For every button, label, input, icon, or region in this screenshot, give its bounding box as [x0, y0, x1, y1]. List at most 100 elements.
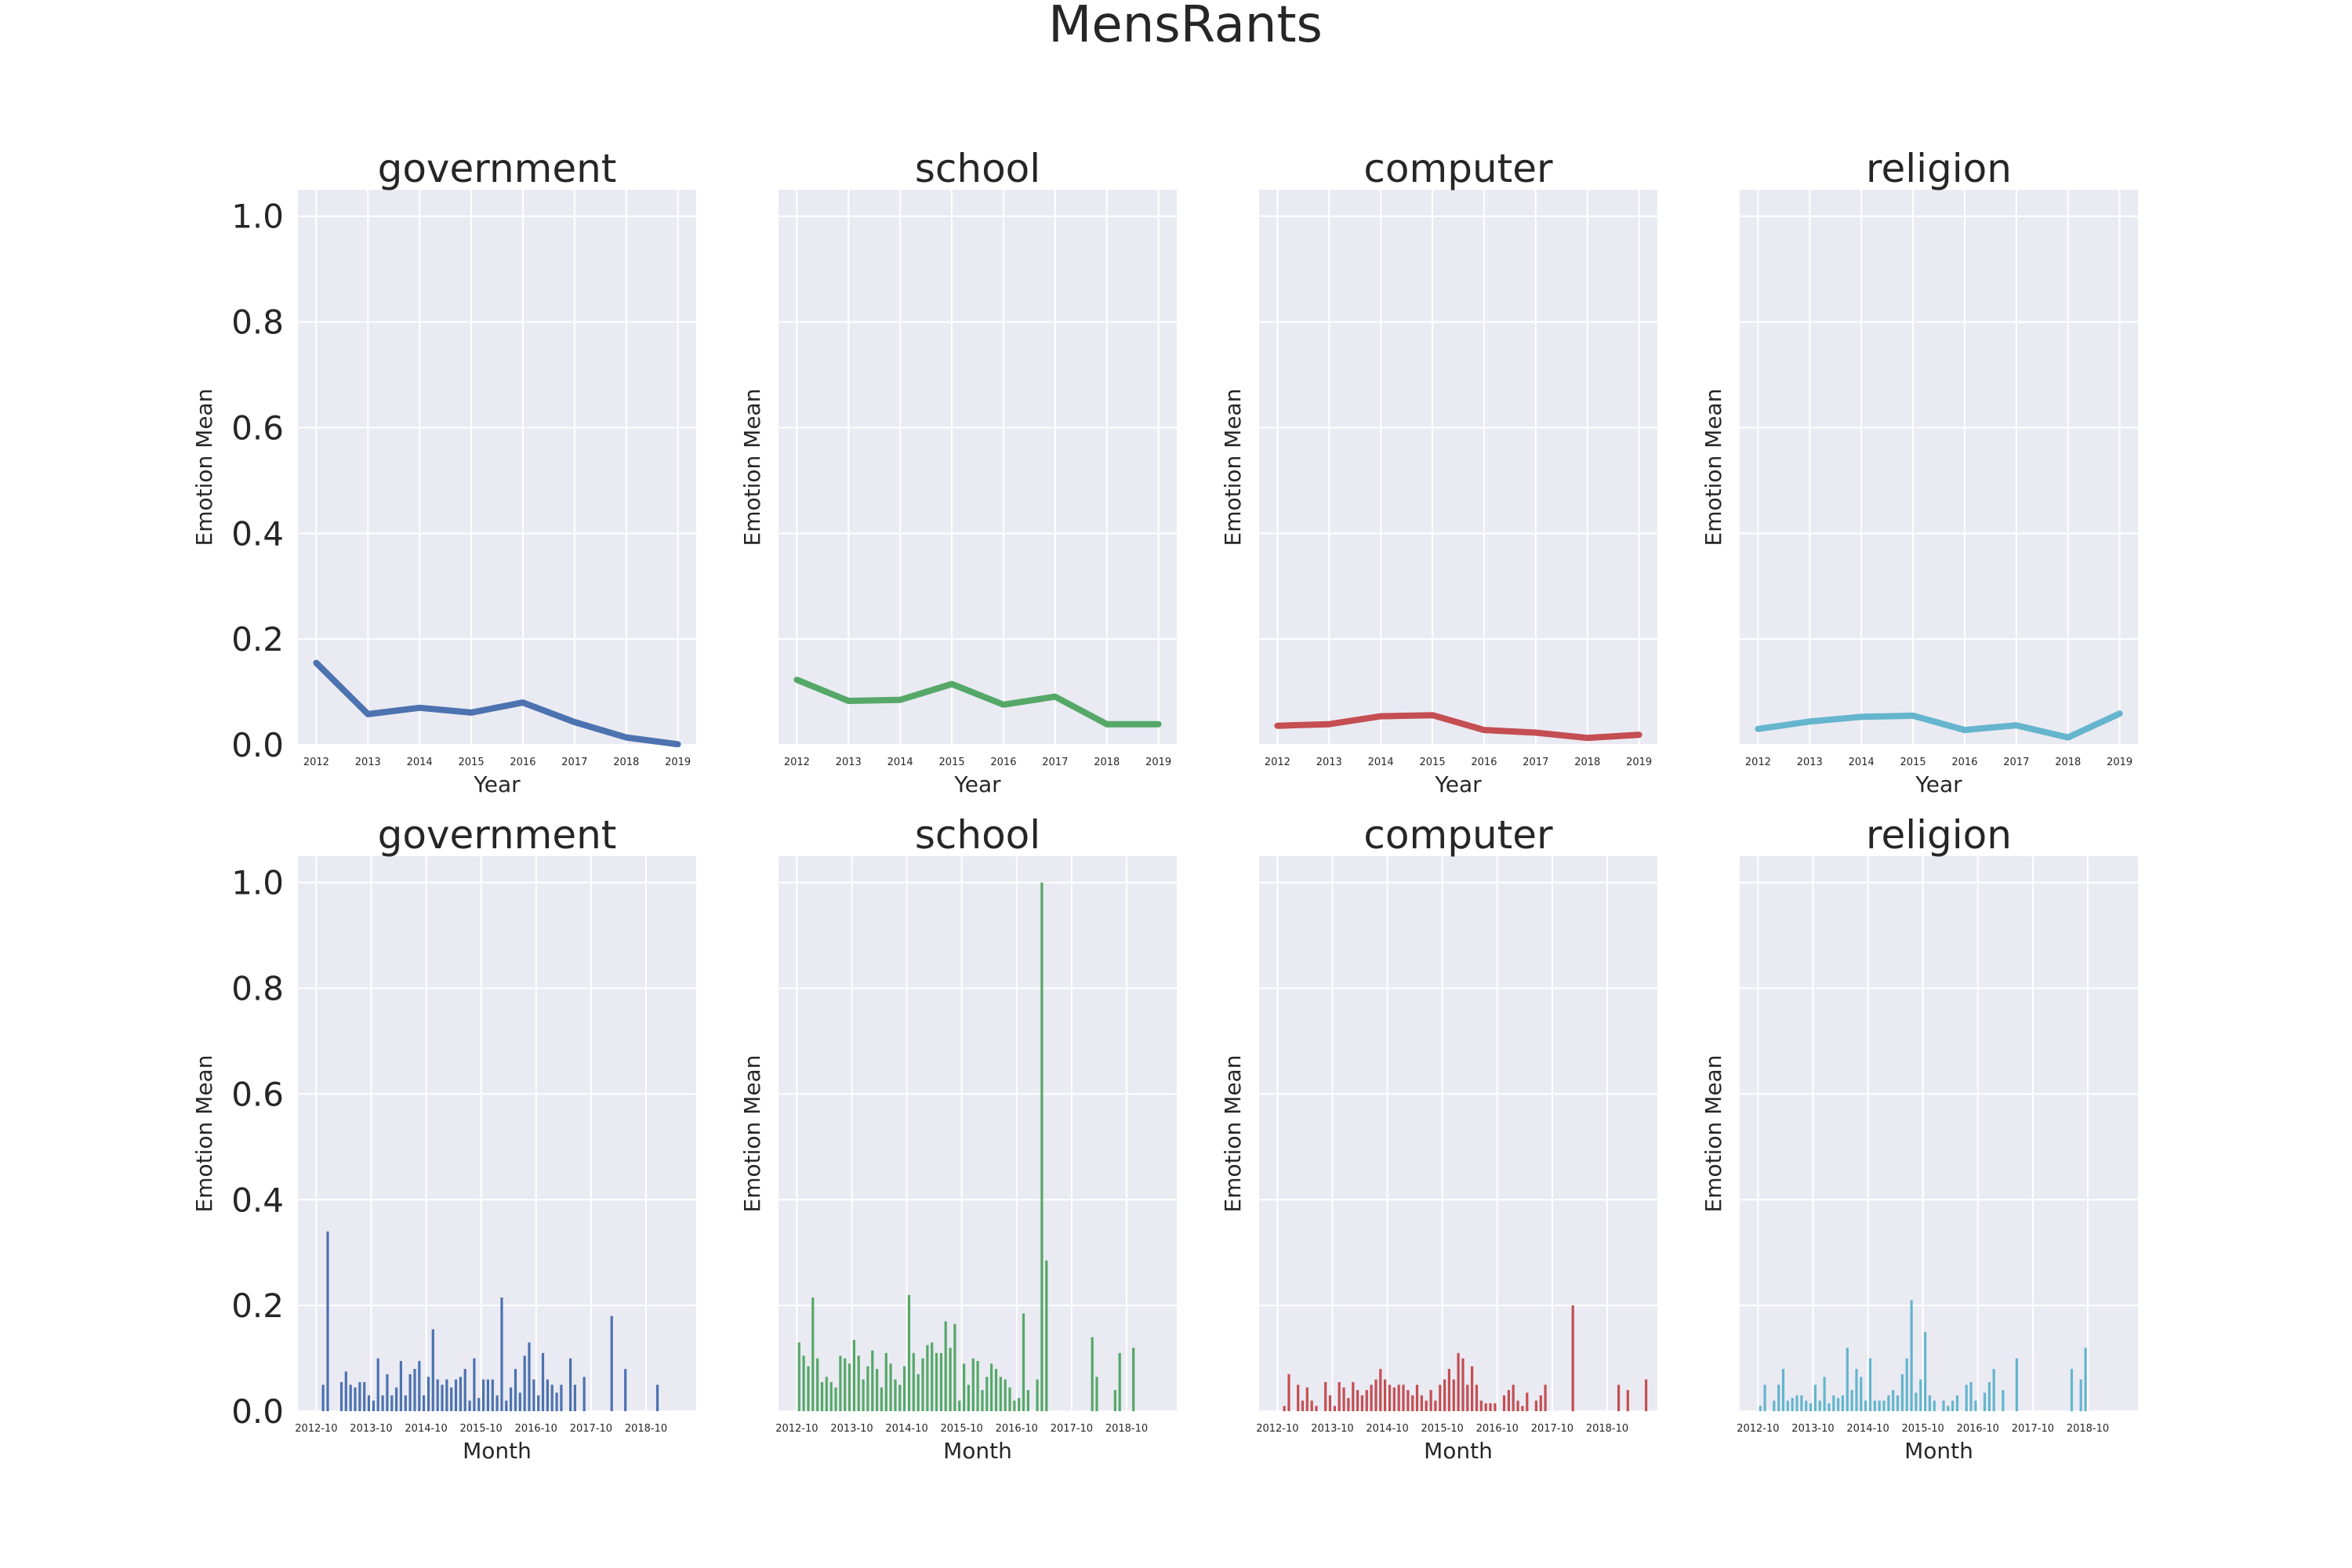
chart-7-bar-35 [1439, 1385, 1442, 1411]
chart-6-bar-31 [939, 1352, 942, 1411]
chart-7-bar-42 [1471, 1366, 1474, 1411]
chart-7-bar-56 [1534, 1400, 1537, 1411]
chart-1-xtick-label-2: 2014 [407, 757, 433, 768]
chart-3-ylabel: Emotion Mean [1220, 389, 1246, 546]
chart-6-xtick-label-1: 2013-10 [830, 1423, 873, 1435]
chart-6-bar-65 [1095, 1377, 1098, 1411]
chart-6-bar-25 [912, 1352, 915, 1411]
chart-8-plot-area [1740, 856, 2138, 1411]
chart-6-bar-29 [931, 1342, 934, 1411]
chart-7-bar-6 [1305, 1387, 1308, 1411]
chart-7-xtick-label-5: 2017-10 [1531, 1423, 1573, 1435]
chart-8-bar-30 [1896, 1395, 1900, 1411]
chart-5-bar-19 [404, 1395, 407, 1411]
chart-8-bar-19 [1846, 1348, 1849, 1411]
chart-8: 2012-10 2013-10 2014-10 2015-10 2016-10 2017-… [1700, 812, 2138, 1464]
chart-8-bar-18 [1841, 1395, 1844, 1411]
chart-7-bar-1 [1283, 1406, 1286, 1411]
chart-6-bar-12 [852, 1340, 855, 1411]
chart-1-ytick-label-3: 0.6 [231, 408, 284, 447]
chart-7-bar-8 [1315, 1406, 1318, 1411]
chart-8-bar-16 [1832, 1395, 1835, 1411]
chart-7-bar-39 [1457, 1352, 1460, 1411]
chart-6-bar-27 [921, 1358, 924, 1411]
chart-8-bar-8 [1795, 1395, 1798, 1411]
chart-5-bar-22 [418, 1360, 421, 1411]
chart-4-xtick-label-2: 2014 [1849, 757, 1875, 768]
chart-8-bar-15 [1828, 1403, 1831, 1411]
chart-6-xtick-label-2: 2014-10 [885, 1423, 927, 1435]
chart-8-bar-6 [1786, 1400, 1789, 1411]
chart-2-xtick-label-4: 2016 [990, 757, 1016, 768]
chart-8-xlabel: Month [1904, 1438, 1973, 1464]
chart-5-ylabel: Emotion Mean [191, 1055, 217, 1213]
chart-8-bar-68 [2070, 1369, 2074, 1411]
chart-3: 2012 2013 2014 2015 2016 2017 2018 2019 computer… [1220, 146, 1657, 797]
chart-8-bar-34 [1915, 1392, 1918, 1411]
chart-8-ylabel: Emotion Mean [1700, 1055, 1726, 1213]
chart-7-bar-14 [1342, 1387, 1345, 1411]
chart-8-bar-17 [1837, 1398, 1840, 1411]
chart-1-xtick-label-0: 2012 [303, 757, 329, 768]
chart-8-bar-14 [1823, 1377, 1826, 1411]
chart-5-bar-37 [486, 1379, 489, 1411]
chart-7-plot-area [1259, 856, 1657, 1411]
chart-6-xlabel: Month [943, 1438, 1012, 1464]
chart-7-bar-32 [1425, 1400, 1428, 1411]
chart-8-bar-53 [2002, 1390, 2005, 1411]
chart-6-bar-7 [829, 1381, 833, 1411]
chart-7-bar-24 [1388, 1385, 1392, 1411]
chart-6-bar-39 [976, 1360, 979, 1411]
chart-5-bar-1 [321, 1385, 325, 1411]
chart-8-bar-43 [1955, 1395, 1959, 1411]
chart-2-xtick-label-3: 2015 [939, 757, 965, 768]
chart-5-bar-17 [395, 1387, 398, 1411]
chart-7-bar-29 [1411, 1395, 1414, 1411]
chart-4-xtick-label-4: 2016 [1951, 757, 1977, 768]
chart-8-bar-50 [1987, 1381, 1991, 1411]
chart-5: 0.0 0.2 0.4 0.6 0.8 1.0 2012-10 2013-10 2014-10 2… [191, 812, 696, 1464]
chart-7-bar-37 [1447, 1369, 1450, 1411]
chart-6-bar-46 [1008, 1387, 1011, 1411]
chart-5-bar-30 [454, 1379, 458, 1411]
chart-2-xtick-label-5: 2017 [1042, 757, 1068, 768]
chart-2-xtick-label-1: 2013 [836, 757, 862, 768]
chart-5-bar-25 [431, 1329, 434, 1411]
chart-5-bar-8 [354, 1387, 357, 1411]
chart-6-bar-50 [1026, 1390, 1029, 1411]
chart-6-bar-10 [844, 1358, 847, 1411]
chart-5-bar-50 [546, 1379, 549, 1411]
chart-6-xtick-label-0: 2012-10 [775, 1423, 818, 1435]
chart-6-bar-43 [994, 1369, 998, 1411]
chart-3-xtick-label-1: 2013 [1316, 757, 1342, 768]
chart-5-bar-56 [573, 1385, 576, 1411]
chart-2-plot-area [779, 190, 1177, 745]
chart-8-bar-10 [1805, 1400, 1808, 1411]
chart-6-bar-4 [816, 1358, 819, 1411]
chart-1-xlabel: Year [473, 771, 521, 797]
chart-7-xtick-label-4: 2016-10 [1476, 1423, 1519, 1435]
chart-6-bar-64 [1091, 1337, 1094, 1411]
chart-5-ytick-label-2: 0.4 [231, 1181, 284, 1219]
chart-3-xtick-label-3: 2015 [1420, 757, 1446, 768]
chart-7-bar-7 [1310, 1400, 1313, 1411]
chart-5-bar-45 [523, 1356, 526, 1411]
chart-7-bar-20 [1370, 1385, 1373, 1411]
chart-1-xtick-label-5: 2017 [561, 757, 587, 768]
chart-5-bar-40 [500, 1298, 503, 1411]
chart-5-bar-16 [390, 1395, 394, 1411]
chart-6-bar-32 [944, 1321, 947, 1411]
chart-5-bar-39 [495, 1395, 499, 1411]
chart-1-ytick-label-0: 0.0 [231, 726, 284, 764]
chart-1-ytick-label-2: 0.4 [231, 514, 284, 553]
chart-5-bar-6 [344, 1371, 347, 1411]
chart-8-bar-51 [1992, 1369, 1995, 1411]
chart-7-bar-5 [1301, 1400, 1305, 1411]
chart-5-bar-51 [550, 1385, 554, 1411]
chart-4-xlabel: Year [1915, 771, 1962, 797]
chart-6-bar-20 [889, 1363, 892, 1411]
chart-5-bar-44 [518, 1392, 521, 1411]
chart-1-series-line [313, 659, 681, 748]
